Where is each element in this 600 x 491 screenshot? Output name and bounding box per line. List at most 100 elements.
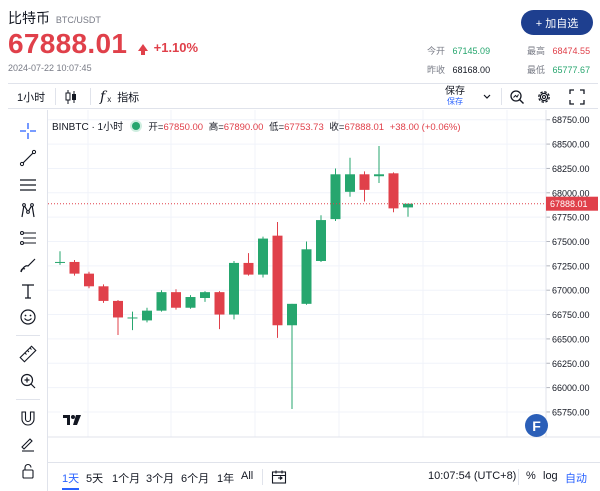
range-1d[interactable]: 1天 bbox=[62, 470, 80, 490]
price-change-value: +1.10% bbox=[153, 40, 199, 55]
zoom-in-icon bbox=[20, 373, 36, 389]
price-timestamp: 2024-07-22 10:07:45 bbox=[8, 63, 92, 73]
ruler-icon bbox=[19, 345, 37, 363]
last-price-tag bbox=[546, 196, 598, 211]
indicators-label: 指标 bbox=[117, 91, 140, 104]
last-price-label: 67888.01 bbox=[550, 199, 588, 209]
legend-open-label: 开= bbox=[148, 122, 164, 133]
brand-f-logo[interactable]: F bbox=[525, 414, 548, 437]
y-tick-label: 66250.00 bbox=[552, 359, 590, 369]
pattern-tool[interactable] bbox=[16, 200, 40, 222]
candle-body-down bbox=[214, 292, 225, 315]
stat-open-value: 67145.09 bbox=[452, 46, 491, 56]
legend-low-label: 低= bbox=[269, 122, 285, 133]
stat-low-label: 最低 bbox=[527, 65, 546, 75]
candle-body-down bbox=[171, 292, 181, 308]
emoji-tool[interactable] bbox=[16, 306, 40, 328]
magnet-tool[interactable] bbox=[16, 407, 40, 429]
quick-search-button[interactable] bbox=[509, 84, 525, 109]
trend-line-tool[interactable] bbox=[16, 147, 40, 169]
stat-high: 最高 68474.55 bbox=[527, 44, 590, 57]
text-icon bbox=[22, 284, 34, 299]
function-icon: f bbox=[100, 88, 106, 105]
lock-tool[interactable] bbox=[16, 460, 40, 482]
chart-toolbar: 1小时 f x 指标 保存 保存 bbox=[8, 83, 598, 109]
save-button[interactable]: 保存 保存 bbox=[445, 84, 465, 109]
fib-tool[interactable] bbox=[16, 227, 40, 249]
candle-body-up bbox=[301, 249, 312, 304]
y-tick-label: 68000.00 bbox=[552, 188, 590, 198]
stat-prev-value: 68168.00 bbox=[452, 65, 491, 75]
measure-tool[interactable] bbox=[16, 343, 40, 365]
legend-close-label: 收= bbox=[329, 122, 345, 133]
candle-body-down bbox=[98, 286, 109, 301]
zoom-tool[interactable] bbox=[16, 370, 40, 392]
tools-divider bbox=[16, 335, 40, 336]
range-1m[interactable]: 1个月 bbox=[112, 473, 141, 485]
legend-symbol: BINBTC · 1小时 bbox=[52, 122, 124, 133]
drawing-toolbar bbox=[8, 110, 48, 491]
auto-scale-toggle[interactable]: 自动 bbox=[565, 473, 587, 485]
candle-body-up bbox=[374, 174, 384, 177]
range-1y[interactable]: 1年 bbox=[217, 473, 235, 485]
price-chart[interactable]: 65750.00 66000.00 66250.00 66500.00 66750.00… bbox=[48, 110, 600, 439]
stat-open-label: 今开 bbox=[427, 46, 446, 56]
range-3m[interactable]: 3个月 bbox=[146, 473, 175, 485]
date-range-button[interactable] bbox=[271, 469, 287, 490]
candle-type-button[interactable] bbox=[64, 84, 78, 109]
log-toggle[interactable]: log bbox=[543, 470, 558, 482]
add-watchlist-button[interactable]: + 加自选 bbox=[521, 10, 593, 35]
clock-readout[interactable]: 10:07:54 (UTC+8) bbox=[428, 470, 517, 482]
fullscreen-button[interactable] bbox=[569, 84, 585, 109]
stat-low-value: 65777.67 bbox=[552, 65, 591, 75]
plot-area[interactable] bbox=[48, 110, 546, 437]
stat-prev-close: 昨收 68168.00 bbox=[427, 63, 490, 76]
range-6m[interactable]: 6个月 bbox=[181, 473, 210, 485]
pencil-lock-icon bbox=[21, 438, 34, 452]
bottom-divider bbox=[262, 469, 263, 485]
candle-body-down bbox=[388, 173, 399, 209]
stat-low: 最低 65777.67 bbox=[527, 63, 590, 76]
candle-body-down bbox=[272, 235, 283, 326]
indicators-button[interactable]: f x 指标 bbox=[100, 84, 139, 109]
y-tick-label: 66750.00 bbox=[552, 310, 590, 320]
toolbar-divider bbox=[501, 88, 502, 105]
price-change: +1.10% bbox=[138, 40, 198, 55]
interval-selector[interactable]: 1小时 bbox=[17, 91, 46, 104]
legend-open-value: 67850.00 bbox=[163, 122, 204, 133]
stat-high-label: 最高 bbox=[527, 46, 546, 56]
fullscreen-icon bbox=[569, 88, 585, 105]
legend-low-value: 67753.73 bbox=[284, 122, 324, 133]
stay-drawing-tool[interactable] bbox=[16, 433, 40, 455]
range-5d[interactable]: 5天 bbox=[86, 473, 104, 485]
y-tick-label: 68250.00 bbox=[552, 164, 590, 174]
parallel-lines-icon bbox=[20, 179, 36, 191]
save-menu-button[interactable] bbox=[483, 84, 491, 109]
candle-body-up bbox=[258, 238, 268, 275]
text-tool[interactable] bbox=[16, 280, 40, 302]
y-tick-label: 67750.00 bbox=[552, 213, 590, 223]
candle-body-down bbox=[113, 300, 123, 318]
asset-pair: BTC/USDT bbox=[55, 15, 101, 25]
smiley-icon bbox=[20, 309, 36, 325]
brush-icon bbox=[20, 258, 36, 273]
y-tick-label: 66500.00 bbox=[552, 334, 590, 344]
brush-tool[interactable] bbox=[16, 254, 40, 276]
tradingview-logo[interactable] bbox=[60, 410, 84, 430]
settings-button[interactable] bbox=[536, 84, 552, 109]
crosshair-tool[interactable] bbox=[16, 120, 40, 142]
horizontal-lines-tool[interactable] bbox=[16, 174, 40, 196]
candlestick-icon bbox=[65, 89, 76, 104]
candle-body-up bbox=[185, 297, 196, 308]
y-tick-label: 68500.00 bbox=[552, 140, 590, 150]
candle-body-up bbox=[127, 317, 138, 319]
crosshair-icon bbox=[20, 123, 36, 139]
magnet-icon bbox=[21, 411, 35, 426]
chart-legend: BINBTC · 1小时 开=67850.00 高=67890.00 低=677… bbox=[52, 118, 461, 133]
candle-body-up bbox=[316, 220, 326, 261]
toolbar-divider bbox=[55, 88, 56, 105]
percent-toggle[interactable]: % bbox=[526, 470, 536, 482]
lock-icon bbox=[22, 464, 34, 479]
range-all[interactable]: All bbox=[241, 470, 254, 482]
fibonacci-icon bbox=[20, 231, 36, 245]
